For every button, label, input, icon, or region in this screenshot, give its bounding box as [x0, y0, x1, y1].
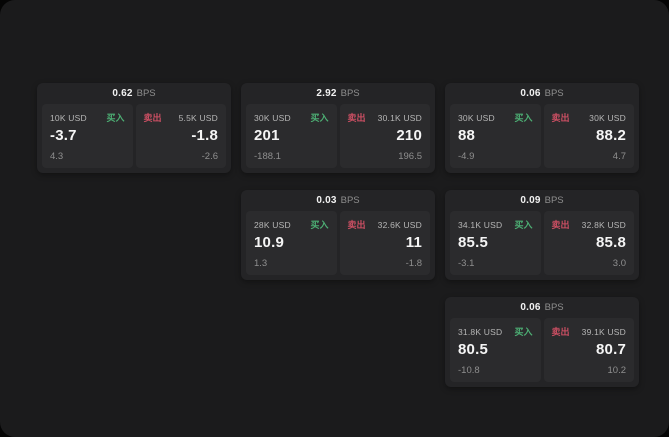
- spread-header: 2.92 BPS: [246, 83, 430, 104]
- spread-value: 0.09: [520, 195, 541, 206]
- quote-card: 0.09 BPS 34.1K USD 买入 85.5 -3.1 卖出 32.8K…: [445, 190, 639, 280]
- buy-price: 88: [458, 127, 476, 144]
- bps-label: BPS: [340, 88, 360, 99]
- sell-panel[interactable]: 卖出 39.1K USD 80.7 10.2: [543, 318, 634, 382]
- quote-panels: 31.8K USD 买入 80.5 -10.8 卖出 39.1K USD 80.…: [450, 318, 634, 382]
- sell-price: 210: [396, 127, 422, 144]
- sell-price: 88.2: [596, 127, 626, 144]
- buy-side-label: 买入: [514, 113, 533, 123]
- bps-label: BPS: [544, 302, 564, 313]
- quote-card: 2.92 BPS 30K USD 买入 201 -188.1 卖出 30.1K …: [241, 83, 435, 173]
- sell-size: 30K USD: [589, 112, 626, 123]
- buy-size: 31.8K USD: [458, 326, 503, 337]
- sell-size: 39.1K USD: [581, 326, 626, 337]
- sell-price: 11: [405, 234, 422, 251]
- bps-label: BPS: [544, 195, 564, 206]
- buy-panel[interactable]: 34.1K USD 买入 85.5 -3.1: [450, 211, 541, 275]
- buy-price: 201: [254, 127, 280, 144]
- buy-side-label: 买入: [310, 113, 329, 123]
- sell-panel[interactable]: 卖出 30.1K USD 210 196.5: [339, 104, 430, 168]
- buy-delta: -4.9: [458, 151, 475, 162]
- buy-delta: 1.3: [254, 258, 268, 269]
- spread-value: 0.06: [520, 88, 541, 99]
- spread-header: 0.06 BPS: [450, 83, 634, 104]
- buy-side-label: 买入: [310, 220, 329, 230]
- sell-side-label: 卖出: [347, 113, 366, 123]
- buy-panel[interactable]: 31.8K USD 买入 80.5 -10.8: [450, 318, 541, 382]
- bps-label: BPS: [544, 88, 564, 99]
- buy-price: 85.5: [458, 234, 488, 251]
- buy-size: 30K USD: [254, 112, 291, 123]
- sell-panel[interactable]: 卖出 30K USD 88.2 4.7: [543, 104, 634, 168]
- buy-delta: -188.1: [254, 151, 281, 162]
- buy-size: 10K USD: [50, 112, 87, 123]
- buy-panel[interactable]: 28K USD 买入 10.9 1.3: [246, 211, 337, 275]
- buy-panel[interactable]: 10K USD 买入 -3.7 4.3: [42, 104, 133, 168]
- buy-panel[interactable]: 30K USD 买入 201 -188.1: [246, 104, 337, 168]
- spread-header: 0.03 BPS: [246, 190, 430, 211]
- sell-side-label: 卖出: [347, 220, 366, 230]
- sell-size: 30.1K USD: [377, 112, 422, 123]
- spread-header: 0.06 BPS: [450, 297, 634, 318]
- quote-panels: 28K USD 买入 10.9 1.3 卖出 32.6K USD 11 -1.8: [246, 211, 430, 275]
- buy-delta: -3.1: [458, 258, 475, 269]
- buy-delta: -10.8: [458, 365, 480, 376]
- bps-label: BPS: [340, 195, 360, 206]
- quote-panels: 30K USD 买入 201 -188.1 卖出 30.1K USD 210 1…: [246, 104, 430, 168]
- spread-value: 0.06: [520, 302, 541, 313]
- sell-size: 5.5K USD: [178, 112, 218, 123]
- buy-size: 30K USD: [458, 112, 495, 123]
- spread-value: 0.03: [316, 195, 337, 206]
- quote-panels: 10K USD 买入 -3.7 4.3 卖出 5.5K USD -1.8 -2.…: [42, 104, 226, 168]
- sell-delta: 196.5: [398, 151, 422, 162]
- spread-value: 0.62: [112, 88, 133, 99]
- buy-price: 10.9: [254, 234, 284, 251]
- sell-price: -1.8: [191, 127, 218, 144]
- buy-price: -3.7: [50, 127, 77, 144]
- buy-delta: 4.3: [50, 151, 64, 162]
- sell-delta: 4.7: [612, 151, 626, 162]
- sell-delta: 3.0: [612, 258, 626, 269]
- sell-panel[interactable]: 卖出 5.5K USD -1.8 -2.6: [135, 104, 226, 168]
- buy-size: 28K USD: [254, 219, 291, 230]
- sell-side-label: 卖出: [143, 113, 162, 123]
- quote-card: 0.06 BPS 30K USD 买入 88 -4.9 卖出 30K USD 8…: [445, 83, 639, 173]
- buy-side-label: 买入: [514, 327, 533, 337]
- bps-label: BPS: [136, 88, 156, 99]
- buy-price: 80.5: [458, 341, 488, 358]
- sell-delta: 10.2: [607, 365, 627, 376]
- spread-header: 0.09 BPS: [450, 190, 634, 211]
- spread-value: 2.92: [316, 88, 337, 99]
- sell-price: 85.8: [596, 234, 626, 251]
- buy-panel[interactable]: 30K USD 买入 88 -4.9: [450, 104, 541, 168]
- buy-side-label: 买入: [106, 113, 125, 123]
- sell-delta: -1.8: [405, 258, 422, 269]
- sell-price: 80.7: [596, 341, 626, 358]
- sell-size: 32.6K USD: [377, 219, 422, 230]
- sell-side-label: 卖出: [551, 327, 570, 337]
- quote-panels: 34.1K USD 买入 85.5 -3.1 卖出 32.8K USD 85.8…: [450, 211, 634, 275]
- sell-delta: -2.6: [201, 151, 218, 162]
- sell-side-label: 卖出: [551, 220, 570, 230]
- sell-size: 32.8K USD: [581, 219, 626, 230]
- buy-size: 34.1K USD: [458, 219, 503, 230]
- quote-card: 0.62 BPS 10K USD 买入 -3.7 4.3 卖出 5.5K USD…: [37, 83, 231, 173]
- quote-panels: 30K USD 买入 88 -4.9 卖出 30K USD 88.2 4.7: [450, 104, 634, 168]
- spread-header: 0.62 BPS: [42, 83, 226, 104]
- quote-card: 0.06 BPS 31.8K USD 买入 80.5 -10.8 卖出 39.1…: [445, 297, 639, 387]
- quote-card: 0.03 BPS 28K USD 买入 10.9 1.3 卖出 32.6K US…: [241, 190, 435, 280]
- buy-side-label: 买入: [514, 220, 533, 230]
- sell-side-label: 卖出: [551, 113, 570, 123]
- sell-panel[interactable]: 卖出 32.6K USD 11 -1.8: [339, 211, 430, 275]
- sell-panel[interactable]: 卖出 32.8K USD 85.8 3.0: [543, 211, 634, 275]
